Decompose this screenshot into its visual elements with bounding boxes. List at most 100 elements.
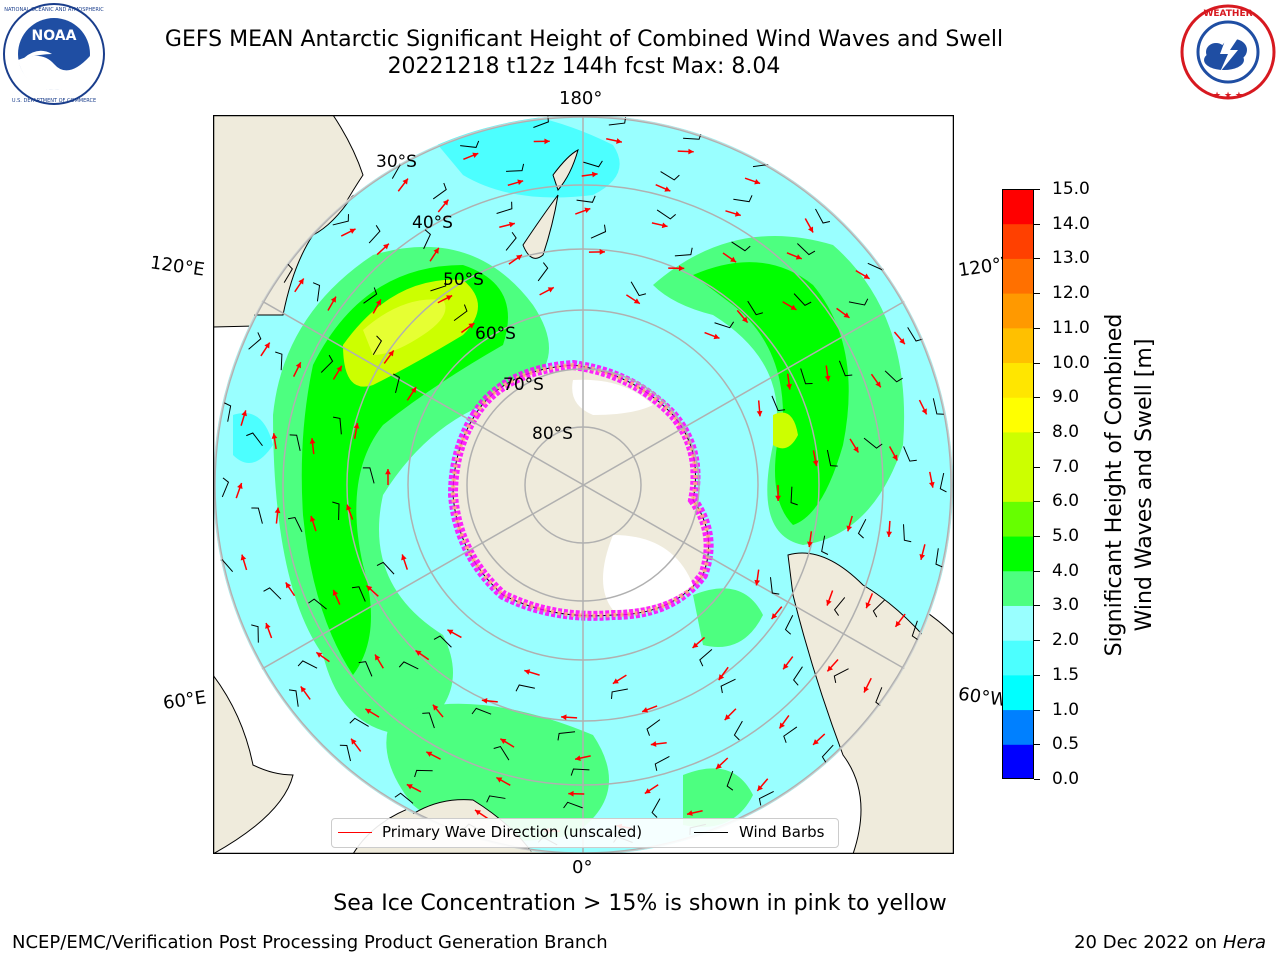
- wind-barb: [747, 300, 764, 316]
- wave-arrowhead: [616, 138, 622, 144]
- wind-barb: [733, 720, 743, 741]
- wave-arrowhead: [415, 650, 422, 656]
- wind-barb: [590, 224, 607, 239]
- wave-arrowhead: [919, 553, 926, 560]
- wind-barb: [838, 360, 853, 377]
- wind-barb: [784, 615, 794, 635]
- wind-barb: [506, 163, 525, 172]
- wave-arrowhead: [426, 751, 433, 757]
- wave-arrowhead: [678, 265, 685, 272]
- wave-arrowhead: [692, 642, 699, 648]
- wind-barb: [248, 332, 262, 350]
- wind-barb: [224, 402, 232, 422]
- wave-arrowhead: [402, 178, 408, 185]
- wave-arrowhead: [843, 312, 850, 318]
- colorbar-tick-label: 2.0: [1052, 630, 1080, 651]
- colorbar-tick-mark: [1034, 293, 1040, 295]
- wind-barb: [790, 486, 798, 506]
- wind-barb: [372, 335, 383, 355]
- wave-arrowhead: [575, 755, 581, 761]
- wave-arrowhead: [309, 515, 316, 522]
- wave-arrowhead: [544, 138, 550, 145]
- wind-barb: [800, 368, 813, 385]
- wave-arrowhead: [264, 342, 270, 349]
- colorbar-segment: [1002, 640, 1034, 676]
- lat-label-30s: 30°S: [376, 152, 417, 172]
- wind-barb: [376, 561, 395, 575]
- wind-barb: [733, 195, 753, 203]
- wind-barb: [332, 501, 340, 521]
- colorbar-segment: [1002, 605, 1034, 641]
- wave-arrowhead: [432, 704, 439, 711]
- map-legend: Primary Wave Direction (unscaled) Wind B…: [331, 818, 839, 848]
- colorbar-label-line2: Wind Waves and Swell [m]: [1132, 338, 1157, 632]
- wind-barb: [308, 598, 327, 610]
- wave-arrowhead: [446, 295, 453, 301]
- wave-arrowhead: [366, 585, 373, 592]
- wave-arrowhead: [807, 541, 813, 548]
- colorbar-segment: [1002, 258, 1034, 294]
- wave-arrowhead: [547, 287, 554, 293]
- wind-barb: [221, 477, 230, 498]
- wind-barb: [349, 717, 369, 727]
- colorbar-tick-label: 3.0: [1052, 595, 1080, 616]
- chart-subtitle: 20221218 t12z 144h fcst Max: 8.04: [387, 54, 781, 79]
- wind-barb: [771, 395, 786, 412]
- wave-arrowhead: [827, 665, 834, 672]
- svg-text:NATIONAL OCEANIC AND ATMOSPHER: NATIONAL OCEANIC AND ATMOSPHERIC: [4, 7, 104, 13]
- wave-arrowhead: [713, 333, 720, 340]
- wave-arrowhead: [650, 741, 657, 747]
- colorbar-segment: [1002, 674, 1034, 711]
- colorbar-tick-mark: [1034, 327, 1040, 329]
- wind-barb: [939, 472, 947, 493]
- colorbar-tick-mark: [1034, 223, 1040, 225]
- wave-arrowhead: [241, 410, 247, 417]
- colorbar-segment: [1002, 293, 1034, 329]
- wind-barb: [576, 195, 596, 203]
- wave-arrowhead: [742, 316, 748, 323]
- chart-title: GEFS MEAN Antarctic Significant Height o…: [164, 27, 1004, 52]
- wave-arrowhead: [309, 438, 316, 444]
- colorbar-segment: [1002, 466, 1034, 502]
- wave-arrowhead: [846, 525, 853, 532]
- credit-date-text: 20 Dec 2022 on: [1074, 932, 1218, 953]
- wave-arrowhead: [474, 809, 481, 816]
- colorbar-tick-mark: [1034, 258, 1040, 260]
- wave-arrowhead: [807, 226, 814, 233]
- wind-barb: [320, 354, 334, 373]
- wind-barb: [358, 661, 373, 677]
- colorbar-tick-mark: [1034, 501, 1040, 503]
- colorbar-tick-mark: [1034, 536, 1040, 538]
- wind-barb: [505, 231, 517, 251]
- wave-arrowhead: [779, 722, 785, 729]
- wind-barb: [646, 719, 661, 736]
- wave-arrowhead: [274, 507, 281, 514]
- wind-barb: [433, 635, 452, 648]
- wave-arrowhead: [330, 296, 336, 303]
- wind-barb: [714, 321, 735, 329]
- colorbar-tick-label: 10.0: [1052, 352, 1090, 373]
- legend-barb-label: Wind Barbs: [739, 823, 825, 841]
- colorbar-label-line1: Significant Height of Combined: [1102, 313, 1127, 657]
- wave-arrowhead: [756, 410, 763, 417]
- lat-label-40s: 40°S: [412, 213, 453, 233]
- wave-arrowhead: [447, 629, 454, 635]
- lat-label-70s: 70°S: [503, 375, 544, 395]
- wave-arrowhead: [865, 602, 871, 609]
- lon-label-180: 180°: [559, 88, 603, 109]
- wind-barb: [884, 370, 903, 383]
- lat-label-60s: 60°S: [475, 324, 516, 344]
- wind-barb: [287, 516, 303, 533]
- wave-arrowhead: [895, 620, 901, 627]
- wave-arrowhead: [265, 622, 271, 629]
- wind-barb: [570, 768, 590, 776]
- colorbar-segment: [1002, 709, 1034, 745]
- lon-label-0: 0°: [572, 857, 593, 878]
- wave-arrowhead: [716, 763, 722, 769]
- wind-barb: [263, 587, 282, 600]
- colorbar-tick-label: 1.0: [1052, 699, 1080, 720]
- wave-arrowhead: [401, 554, 407, 561]
- wind-barb: [797, 243, 816, 256]
- wave-arrowhead: [642, 707, 649, 713]
- lon-label-60e: 60°E: [161, 687, 208, 714]
